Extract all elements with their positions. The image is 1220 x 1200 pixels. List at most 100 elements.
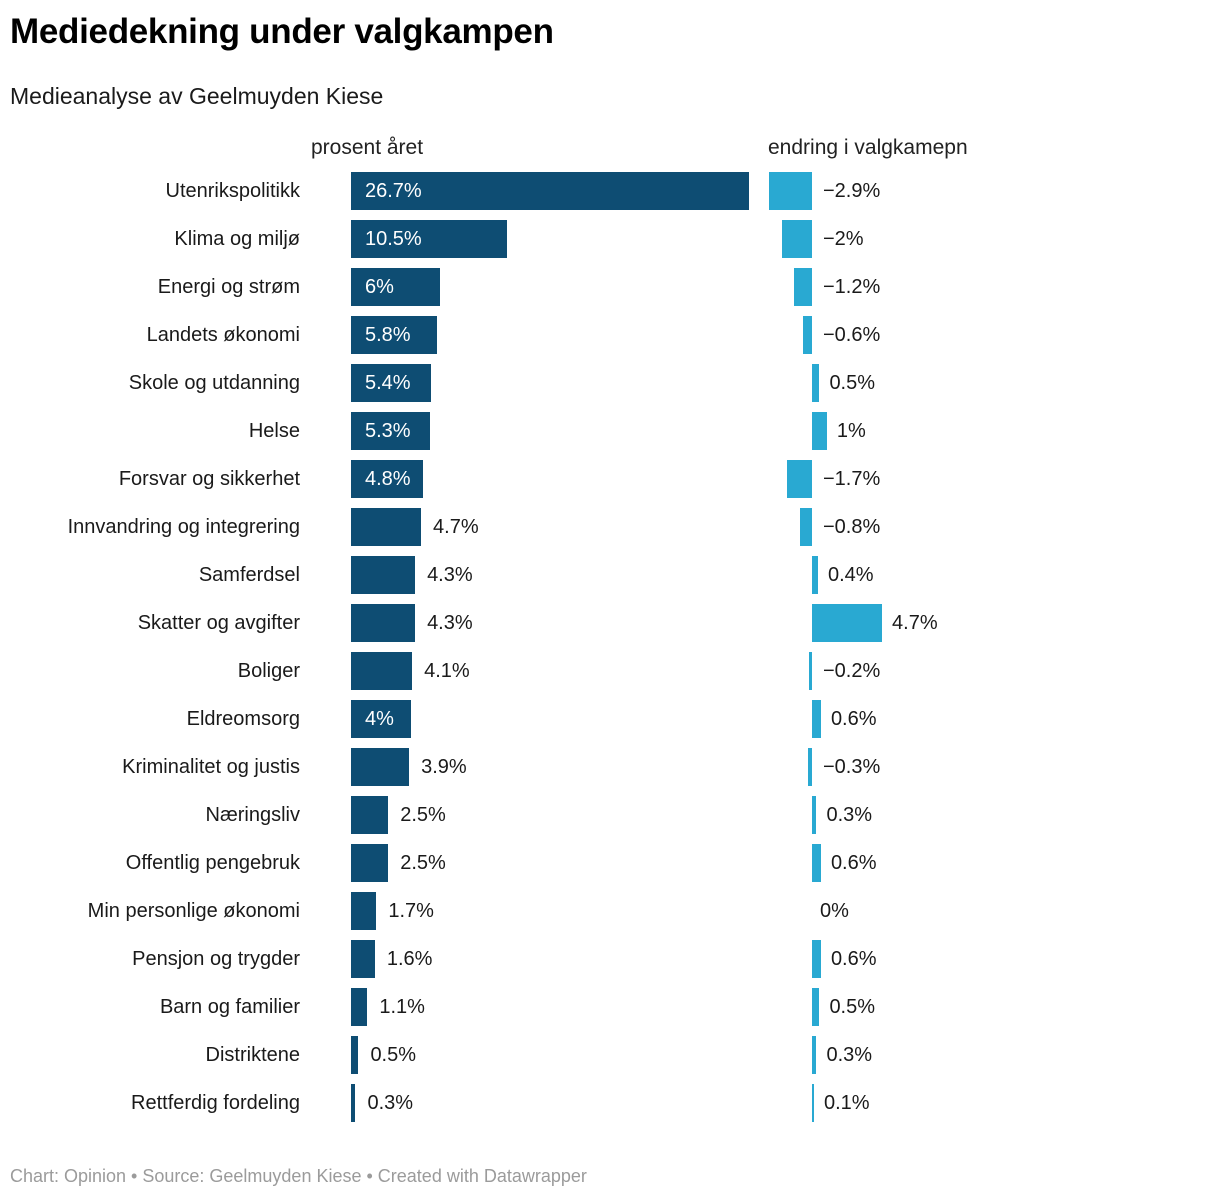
year-value-label: 4.1% (424, 660, 470, 682)
change-value-label: 0.5% (829, 996, 876, 1018)
chart-footer: Chart: Opinion • Source: Geelmuyden Kies… (10, 1166, 587, 1186)
year-value-label: 1.1% (379, 996, 425, 1018)
chart-row: Skole og utdanning 5.4% 0.5% (0, 364, 1220, 402)
year-value-label: 6% (365, 276, 394, 298)
year-value-label: 4.8% (365, 468, 411, 490)
change-bar (812, 988, 820, 1026)
change-value-label: −0.6% (823, 324, 881, 346)
year-bar (351, 508, 422, 546)
row-label: Helse (248, 420, 300, 442)
row-label: Landets økonomi (146, 324, 300, 346)
column-header-change-campaign: endring i valgkamepn (768, 136, 968, 159)
page-subtitle: Medieanalyse av Geelmuyden Kiese (10, 83, 384, 109)
change-value-label: 0% (820, 900, 849, 922)
chart-row: Landets økonomi 5.8% −0.6% (0, 316, 1220, 354)
change-bar (812, 364, 820, 402)
year-bar (351, 940, 375, 978)
change-bar (812, 1036, 817, 1074)
year-bar (351, 748, 410, 786)
row-label: Innvandring og integrering (67, 516, 300, 538)
change-value-label: −2% (823, 228, 864, 250)
row-label: Næringsliv (205, 804, 300, 826)
year-value-label: 26.7% (365, 180, 422, 202)
chart-row: Offentlig pengebruk 2.5% 0.6% (0, 844, 1220, 882)
change-bar (812, 796, 817, 834)
change-value-label: 0.4% (827, 564, 874, 586)
column-header-percent-year: prosent året (311, 136, 424, 159)
change-bar (782, 220, 812, 258)
chart-row: Utenrikspolitikk 26.7% −2.9% (0, 172, 1220, 210)
row-label: Forsvar og sikkerhet (118, 468, 300, 490)
change-bar (812, 844, 821, 882)
year-value-label: 2.5% (400, 852, 446, 874)
year-value-label: 3.9% (421, 756, 467, 778)
year-bar (351, 604, 416, 642)
change-value-label: 0.1% (824, 1092, 870, 1114)
change-value-label: −2.9% (823, 180, 881, 202)
change-value-label: 0.3% (826, 1044, 873, 1066)
row-label: Pensjon og trygder (132, 948, 300, 970)
row-label: Eldreomsorg (186, 708, 300, 730)
row-label: Offentlig pengebruk (125, 852, 300, 874)
change-value-label: 0.6% (830, 948, 877, 970)
change-bar (812, 700, 821, 738)
page-title: Mediedekning under valgkampen (10, 12, 554, 51)
year-value-label: 4.3% (427, 612, 473, 634)
change-value-label: 1% (836, 420, 866, 442)
row-label: Min personlige økonomi (87, 900, 300, 922)
chart-row: Forsvar og sikkerhet 4.8% −1.7% (0, 460, 1220, 498)
row-label: Energi og strøm (157, 276, 300, 298)
year-bar (351, 796, 389, 834)
year-bar (351, 316, 438, 354)
row-label: Skole og utdanning (128, 372, 300, 394)
chart-row: Kriminalitet og justis 3.9% −0.3% (0, 748, 1220, 786)
year-value-label: 4.3% (427, 564, 473, 586)
change-bar (812, 940, 821, 978)
row-label: Skatter og avgifter (137, 612, 300, 634)
change-value-label: 0.6% (830, 852, 877, 874)
year-value-label: 10.5% (365, 228, 422, 250)
change-bar (812, 1084, 814, 1122)
change-bar (786, 460, 812, 498)
year-value-label: 4.7% (433, 516, 479, 538)
change-value-label: 0.3% (826, 804, 873, 826)
row-label: Barn og familier (159, 996, 300, 1018)
chart-row: Barn og familier 1.1% 0.5% (0, 988, 1220, 1026)
year-bar (351, 892, 377, 930)
chart-row: Boliger 4.1% −0.2% (0, 652, 1220, 690)
change-value-label: 4.7% (892, 612, 938, 634)
year-value-label: 4% (365, 708, 394, 730)
year-bar (351, 1036, 359, 1074)
year-value-label: 0.3% (367, 1092, 414, 1114)
chart-row: Samferdsel 4.3% 0.4% (0, 556, 1220, 594)
year-bar (351, 556, 416, 594)
row-label: Samferdsel (198, 564, 300, 586)
year-bar (351, 1084, 356, 1122)
year-bar (351, 268, 441, 306)
row-label: Utenrikspolitikk (165, 180, 300, 202)
year-bar (351, 460, 423, 498)
change-value-label: −0.8% (823, 516, 881, 538)
change-value-label: −0.3% (823, 756, 881, 778)
change-value-label: −1.2% (823, 276, 881, 298)
change-bar (807, 748, 812, 786)
chart-row: Skatter og avgifter 4.3% 4.7% (0, 604, 1220, 642)
change-value-label: 0.5% (829, 372, 876, 394)
chart-row: Klima og miljø 10.5% −2% (0, 220, 1220, 258)
year-value-label: 5.8% (365, 324, 411, 346)
chart-row: Innvandring og integrering 4.7% −0.8% (0, 508, 1220, 546)
row-label: Distriktene (205, 1044, 300, 1066)
year-bar (351, 652, 413, 690)
year-bar (351, 220, 508, 258)
change-bar (803, 316, 812, 354)
year-bar (351, 700, 411, 738)
year-bar (351, 844, 389, 882)
year-value-label: 1.7% (388, 900, 434, 922)
chart-row: Energi og strøm 6% −1.2% (0, 268, 1220, 306)
change-bar (812, 556, 818, 594)
change-value-label: −1.7% (823, 468, 881, 490)
change-bar (794, 268, 812, 306)
chart-row: Min personlige økonomi 1.7% 0% (0, 892, 1220, 930)
chart-row: Pensjon og trygder 1.6% 0.6% (0, 940, 1220, 978)
